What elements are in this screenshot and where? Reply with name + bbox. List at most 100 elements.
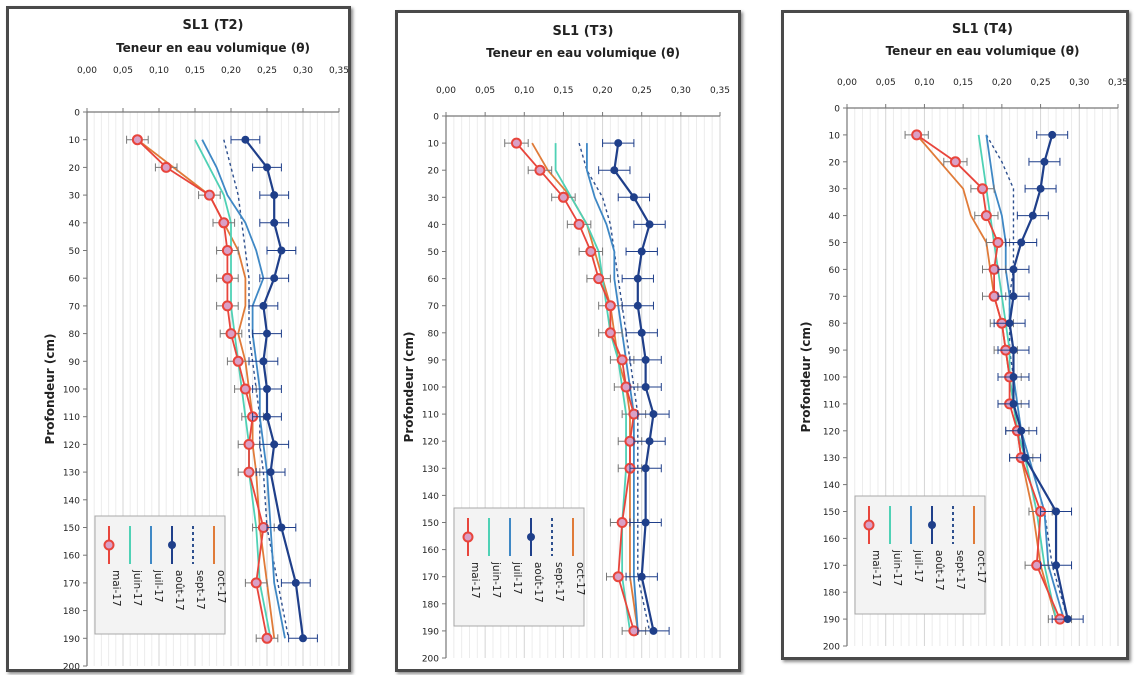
x-tick-label-t3: 0,05 [475, 86, 495, 96]
data-point-aout17-t4 [1036, 184, 1045, 193]
y-tick-label-t4: 170 [823, 562, 840, 572]
y-tick-label-t4: 50 [829, 239, 841, 249]
data-point-aout17-t2 [263, 412, 271, 421]
data-point-aout17-t4 [1052, 561, 1061, 570]
data-point-mai17-t3 [593, 273, 605, 285]
data-point-aout17-t4 [1017, 238, 1026, 247]
legend-label-t2: sept-17 [194, 570, 206, 610]
y-tick-label-t4: 0 [834, 105, 840, 115]
data-point-mai17-t4 [911, 129, 923, 141]
x-axis-label-t4: Teneur en eau volumique (θ) [886, 44, 1080, 58]
data-point-mai17-t2 [243, 438, 255, 450]
y-tick-label-t2: 110 [63, 413, 80, 423]
data-point-aout17-t2 [299, 634, 307, 643]
y-tick-label-t4: 60 [829, 266, 841, 276]
x-tick-label-t2: 0,35 [329, 66, 348, 76]
series-line-mai17-t3 [515, 142, 635, 632]
series-line-sept17-t4 [985, 134, 1069, 620]
y-tick-label-t4: 120 [823, 427, 840, 437]
y-tick-label-t3: 10 [428, 140, 440, 150]
chart-title-t4: SL1 (T4) [952, 22, 1013, 37]
series-line-juin17-t3 [554, 143, 631, 632]
x-tick-label-t2: 0,10 [149, 66, 169, 76]
data-point-mai17-t3 [510, 137, 522, 149]
y-tick-label-t2: 90 [69, 358, 81, 368]
data-point-mai17-t3 [620, 381, 632, 393]
y-tick-label-t4: 150 [823, 508, 840, 518]
chart-svg-t4: SL1 (T4) Teneur en eau volumique (θ) Profo… [799, 22, 1128, 653]
legend-label-t3: août-17 [532, 562, 544, 603]
y-tick-label-t2: 20 [69, 164, 81, 174]
series-line-mai17-t4 [916, 134, 1061, 620]
legend-marker-t4 [928, 521, 936, 529]
data-point-aout17-t4 [1048, 130, 1057, 139]
data-point-mai17-t4 [949, 156, 961, 168]
data-point-aout17-t3 [637, 572, 646, 581]
y-tick-label-t2: 180 [63, 607, 80, 617]
data-point-mai17-t2 [225, 328, 237, 340]
legend-label-t3: juin-17 [490, 561, 502, 598]
legend-marker-t2 [103, 539, 115, 551]
x-tick-label-t2: 0,05 [113, 66, 133, 76]
data-point-mai17-t4 [988, 290, 1000, 302]
data-point-aout17-t2 [259, 357, 268, 366]
y-tick-label-t3: 20 [428, 167, 440, 177]
y-tick-label-t2: 30 [69, 192, 81, 202]
x-tick-label-t4: 0,15 [953, 78, 973, 88]
x-tick-label-t4: 0,10 [914, 78, 934, 88]
legend-box-t4 [854, 495, 986, 615]
y-tick-label-t3: 120 [422, 438, 439, 448]
series-line-aot17-t3 [613, 142, 655, 632]
data-point-mai17-t2 [250, 577, 262, 589]
data-point-mai17-t2 [131, 134, 143, 146]
series-line-aot17-t4 [1008, 134, 1069, 620]
data-point-aout17-t3 [633, 301, 642, 310]
data-point-mai17-t3 [624, 435, 636, 447]
y-tick-label-t3: 50 [428, 248, 440, 258]
data-point-aout17-t2 [277, 246, 286, 255]
series-line-sept17-t2 [223, 139, 290, 639]
legend-label-t4: oct-17 [975, 550, 987, 583]
y-tick-label-t4: 80 [829, 320, 841, 330]
chart-panel-t3: SL1 (T3) Teneur en eau volumique (θ) Profo… [395, 10, 741, 672]
y-tick-label-t4: 190 [823, 616, 840, 626]
x-tick-label-t3: 0,30 [671, 86, 691, 96]
data-point-aout17-t2 [277, 523, 286, 532]
legend-label-t4: juil-17 [912, 549, 924, 583]
data-point-aout17-t3 [614, 139, 623, 148]
data-point-mai17-t2 [243, 466, 255, 478]
series-line-juil17-t3 [586, 143, 639, 631]
x-tick-label-t2: 0,30 [293, 66, 313, 76]
chart-svg-t3: SL1 (T3) Teneur en eau volumique (θ) Profo… [402, 24, 730, 665]
legend-marker-t3 [527, 533, 535, 541]
data-point-aout17-t3 [633, 274, 642, 283]
data-point-aout17-t3 [641, 383, 650, 391]
data-point-aout17-t3 [645, 437, 654, 446]
data-point-mai17-t2 [221, 272, 233, 284]
data-point-aout17-t4 [1009, 292, 1018, 301]
x-tick-label-t2: 0,25 [257, 66, 277, 76]
y-tick-label-t4: 90 [829, 347, 841, 357]
data-point-mai17-t3 [628, 408, 640, 420]
data-point-mai17-t2 [221, 300, 233, 312]
data-point-aout17-t2 [291, 578, 300, 587]
series-line-juin17-t2 [194, 139, 272, 639]
data-point-mai17-t3 [534, 164, 546, 176]
legend-marker-t2 [168, 541, 176, 549]
x-tick-label-t4: 0,05 [876, 78, 896, 88]
y-tick-label-t2: 80 [69, 330, 81, 340]
data-point-aout17-t3 [637, 247, 646, 256]
data-point-mai17-t3 [616, 354, 628, 366]
data-point-mai17-t4 [980, 210, 992, 222]
y-tick-label-t2: 70 [69, 302, 81, 312]
data-point-aout17-t4 [1009, 265, 1018, 274]
chart-title-t2: SL1 (T2) [182, 18, 243, 33]
data-point-mai17-t2 [239, 383, 251, 395]
data-point-mai17-t4 [977, 183, 988, 195]
y-tick-label-t3: 80 [428, 329, 440, 339]
y-tick-label-t3: 200 [422, 655, 439, 665]
data-point-aout17-t3 [641, 464, 650, 473]
y-tick-label-t2: 60 [69, 275, 81, 285]
data-point-aout17-t4 [1028, 211, 1037, 220]
data-point-mai17-t2 [221, 245, 233, 256]
